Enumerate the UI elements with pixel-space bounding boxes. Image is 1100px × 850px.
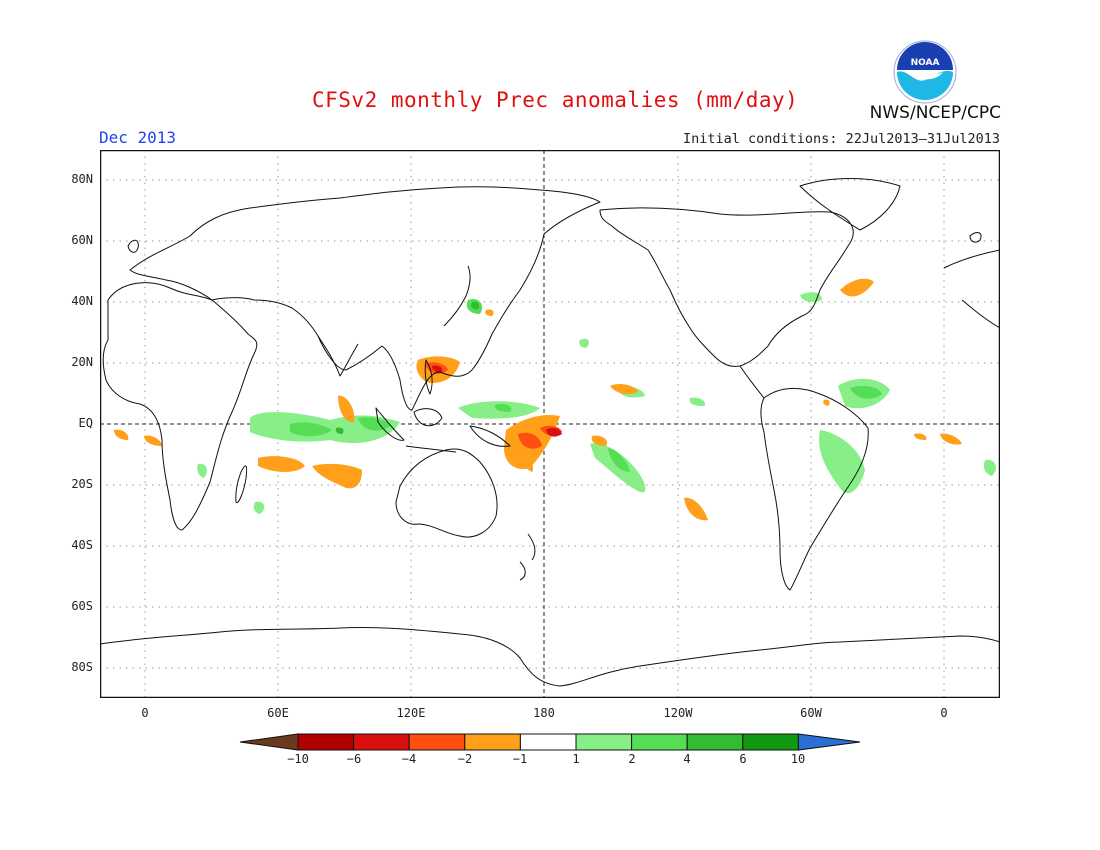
lon-label-120e: 120E	[396, 706, 426, 720]
lat-label-20s: 20S	[71, 477, 93, 491]
colorbar-arrow-high	[797, 733, 861, 751]
lat-label-80n: 80N	[71, 172, 93, 186]
lon-label-0-west: 0	[141, 706, 149, 720]
precip-anomaly-map	[100, 150, 1000, 698]
logo-gull	[907, 72, 943, 80]
initial-conditions: Initial conditions: 22Jul2013–31Jul2013	[683, 131, 1000, 147]
colorbar	[239, 733, 861, 751]
noaa-logo: NOAA	[893, 40, 957, 104]
antarctica-coast	[100, 626, 1000, 687]
colorbar-bin-8	[686, 733, 744, 751]
lat-label-60s: 60S	[71, 599, 93, 613]
colorbar-label-minus6: −6	[346, 752, 362, 766]
colorbar-label-6: 6	[739, 752, 747, 766]
colorbar-label-4: 4	[683, 752, 691, 766]
colorbar-label-minus2: −2	[457, 752, 473, 766]
colorbar-label-10: 10	[790, 752, 806, 766]
colorbar-bin-6	[575, 733, 633, 751]
colorbar-bin-3	[408, 733, 466, 751]
colorbar-label-minus10: −10	[287, 752, 309, 766]
colorbar-label-minus1: −1	[512, 752, 528, 766]
lon-label-120w: 120W	[663, 706, 693, 720]
map-frame	[100, 150, 1000, 698]
colorbar-bin-9	[742, 733, 799, 751]
logo-text: NOAA	[911, 58, 940, 68]
south-america-coast	[760, 388, 869, 591]
colorbar-label-2: 2	[628, 752, 636, 766]
lat-label-eq: EQ	[78, 416, 93, 430]
forecast-month: Dec 2013	[99, 128, 177, 147]
map-title: CFSv2 monthly Prec anomalies (mm/day)	[312, 88, 799, 112]
north-america-coast	[599, 207, 854, 367]
colorbar-label-minus4: −4	[401, 752, 417, 766]
lat-label-40s: 40S	[71, 538, 93, 552]
colorbar-bin-2	[353, 733, 410, 751]
organization-label: NWS/NCEP/CPC	[869, 103, 1001, 123]
colorbar-label-1: 1	[572, 752, 580, 766]
colorbar-bin-7	[631, 733, 688, 751]
lat-label-40n: 40N	[71, 294, 93, 308]
coastlines	[100, 178, 1000, 687]
colorbar-bin-1	[297, 733, 355, 751]
logo-sky	[897, 42, 953, 70]
colorbar-bin-5	[519, 733, 577, 751]
lat-label-20n: 20N	[71, 355, 93, 369]
lon-label-60w: 60W	[800, 706, 822, 720]
eurasia-coast	[129, 186, 601, 411]
logo-sea	[897, 70, 953, 100]
lat-label-80s: 80S	[71, 660, 93, 674]
colorbar-bin-4	[464, 733, 521, 751]
lon-label-0-east: 0	[940, 706, 948, 720]
australia-coast	[395, 448, 498, 538]
lat-label-60n: 60N	[71, 233, 93, 247]
lon-label-180: 180	[533, 706, 555, 720]
lon-label-60e: 60E	[267, 706, 289, 720]
colorbar-arrow-low	[239, 733, 299, 751]
anomaly-fields	[114, 278, 996, 521]
